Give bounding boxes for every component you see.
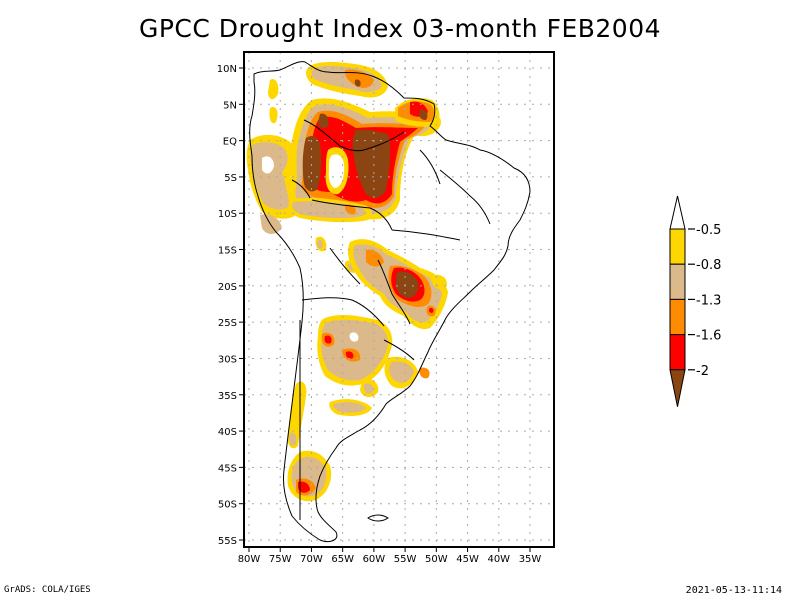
map-frame [243,51,555,548]
y-tick-label: 5S [224,173,237,184]
drought-region-patagonia [287,450,332,502]
drought-region-west-andes [246,78,300,234]
y-tick-label: 25S [218,318,237,329]
coastlines-and-borders [249,61,531,543]
south-america-coastline [249,61,531,543]
x-tick-label: 35W [519,554,542,565]
colorbar-label: -0.8 [696,258,721,273]
x-tick-label: 70W [300,554,323,565]
colorbar-label: -1.3 [696,293,721,308]
drought-region-uruguay [384,356,430,389]
falkland-islands [367,514,389,522]
map-title: GPCC Drought Index 03-month FEB2004 [138,14,662,43]
axes: 80W 75W 70W 65W 60W 55W 50W 45W 40W 35W 10N 5N EQ 5S 1… [217,64,542,565]
colorbar-legend: -0.5 -0.8 -1.3 -1.6 -2 [669,195,721,407]
x-tick-label: 40W [487,554,510,565]
country-border [329,247,361,285]
drought-region-central-amazon [289,98,441,222]
x-tick-label: 75W [269,554,292,565]
country-border [291,179,311,199]
country-border [377,259,411,325]
grads-credit: GrADS: COLA/IGES [4,585,91,595]
drought-region-venezuela [306,62,388,98]
country-border [439,169,491,225]
y-tick-label: 40S [218,427,237,438]
x-tick-label: 50W [425,554,448,565]
y-tick-label: 35S [218,391,237,402]
country-border [339,131,405,152]
colorbar-segment [669,263,686,300]
x-tick-label: 45W [456,554,479,565]
country-border [419,149,441,185]
colorbar-label: -2 [696,364,709,379]
y-tick-label: 30S [218,354,237,365]
y-tick-label: 20S [218,282,237,293]
x-tick-label: 60W [363,554,386,565]
y-tick-label: EQ [223,137,237,148]
drought-region-guianas [395,98,440,127]
drought-region-chile [287,381,307,449]
drought-shading [246,62,448,502]
country-border [391,229,461,241]
x-tick-label: 55W [394,554,417,565]
y-tick-label: 10N [217,64,237,75]
colorbar-segment [669,298,686,336]
country-border [303,119,341,147]
colorbar-label: -0.5 [696,223,721,238]
drought-region-paraguay [347,239,448,330]
colorbar-label: -1.6 [696,329,721,344]
timestamp: 2021-05-13-11:14 [685,585,782,596]
country-border [301,297,385,327]
x-tick-label: 65W [331,554,354,565]
colorbar-bottom-triangle [669,369,686,407]
y-tick-label: 50S [218,500,237,511]
drought-region-central-argentina [329,378,379,416]
colorbar-segment [669,334,686,371]
y-tick-label: 55S [218,536,237,547]
x-tick-label: 80W [238,554,261,565]
y-tick-label: 10S [218,209,237,220]
y-tick-label: 5N [223,100,237,111]
y-tick-label: 15S [218,246,237,257]
drought-region-north-argentina [317,314,393,386]
country-border [383,339,415,361]
country-border [311,199,393,231]
colorbar-segment [669,228,686,265]
y-tick-label: 45S [218,463,237,474]
colorbar-top-triangle [669,195,686,230]
